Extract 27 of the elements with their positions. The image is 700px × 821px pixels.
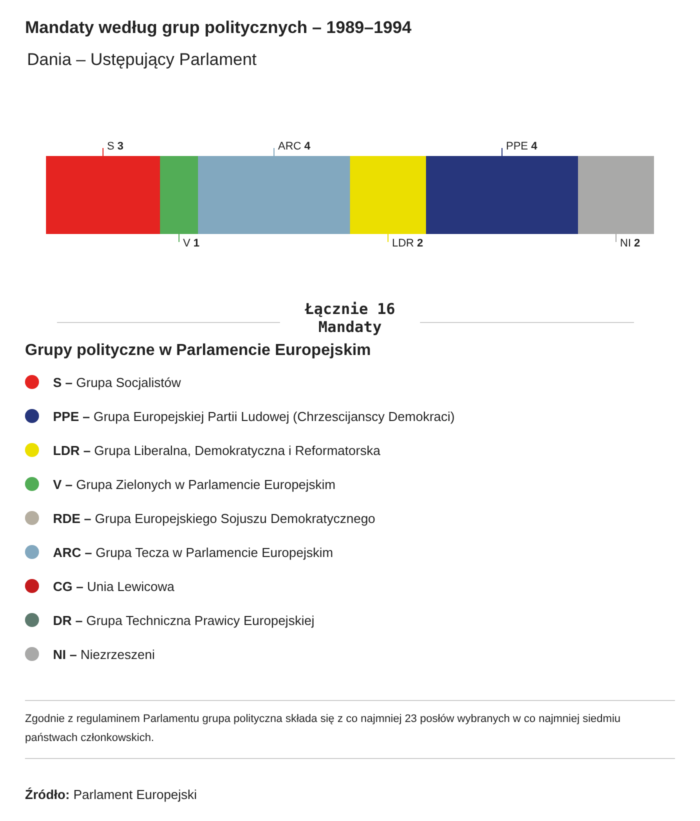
- category-label: S – Grupa Socjalistów: [53, 374, 181, 390]
- category-label: LDR – Grupa Liberalna, Demokratyczna i Reformatorska: [53, 442, 380, 458]
- category-label: NI – Niezrzeszeni: [53, 646, 155, 662]
- chart-subtitle: Dania – Ustępujący Parlament: [27, 50, 257, 70]
- data-label: 1: [193, 238, 200, 250]
- legend-label: S: [107, 140, 118, 153]
- data-label: 4: [531, 140, 538, 153]
- category-label: DR – Grupa Techniczna Prawicy Europejskiej: [53, 612, 314, 628]
- text: Łącznie 16 Mandaty: [280, 300, 420, 336]
- legend-label: NI: [620, 238, 634, 250]
- data-label: 3: [117, 140, 124, 153]
- legend-label: PPE: [506, 140, 532, 153]
- category-label: CG – Unia Lewicowa: [53, 578, 174, 594]
- category-label: PPE – Grupa Europejskiej Partii Ludowej (Chrzescijanscy Demokraci): [53, 408, 455, 424]
- data-label: 2: [417, 238, 424, 250]
- legend-label: V: [183, 238, 194, 250]
- chart-title: Mandaty według grup politycznych – 1989–1994: [25, 18, 412, 38]
- legend-label: LDR: [392, 238, 418, 250]
- text: Zgodnie z regulaminem Parlamentu grupa polityczna składa się z co najmniej 23 posłów wybranych w co najmniej siedmiu państwach członkowskich.: [25, 700, 675, 759]
- data-label: 2: [634, 238, 640, 250]
- category-label: V – Grupa Zielonych w Parlamencie Europejskim: [53, 476, 336, 492]
- category-label: RDE – Grupa Europejskiego Sojuszu Demokratycznego: [53, 510, 376, 526]
- text: Źródło: Parlament Europejski: [25, 787, 197, 802]
- legend-label: ARC: [278, 140, 304, 153]
- category-label: ARC – Grupa Tecza w Parlamencie Europejskim: [53, 544, 334, 560]
- data-label: 4: [304, 140, 312, 153]
- text: Grupy polityczne w Parlamencie Europejskim: [25, 342, 371, 360]
